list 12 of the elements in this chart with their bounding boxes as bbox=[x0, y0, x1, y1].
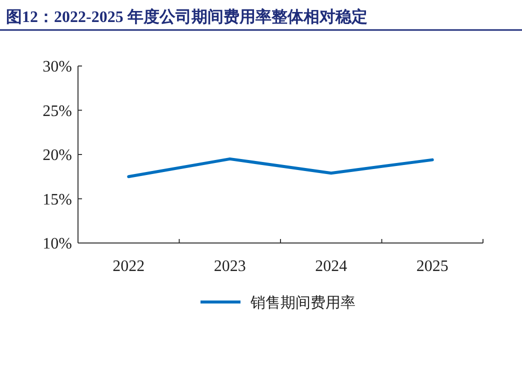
x-tick-label: 2023 bbox=[214, 258, 246, 275]
legend-label: 销售期间费用率 bbox=[250, 294, 356, 312]
y-tick-label: 10% bbox=[42, 236, 72, 252]
title: 图12：2022-2025 年度公司期间费用率整体相对稳定 bbox=[6, 9, 368, 26]
y-tick-label: 30% bbox=[42, 58, 72, 76]
x-tick-label: 2024 bbox=[315, 258, 348, 275]
x-tick-label: 2025 bbox=[416, 258, 448, 275]
x-tick-label: 2022 bbox=[112, 258, 145, 275]
y-tick-label: 25% bbox=[42, 102, 72, 120]
y-tick-label: 15% bbox=[42, 191, 72, 208]
legend: 销售期间费用率 bbox=[200, 296, 356, 312]
y-tick-label: 20% bbox=[42, 147, 72, 164]
